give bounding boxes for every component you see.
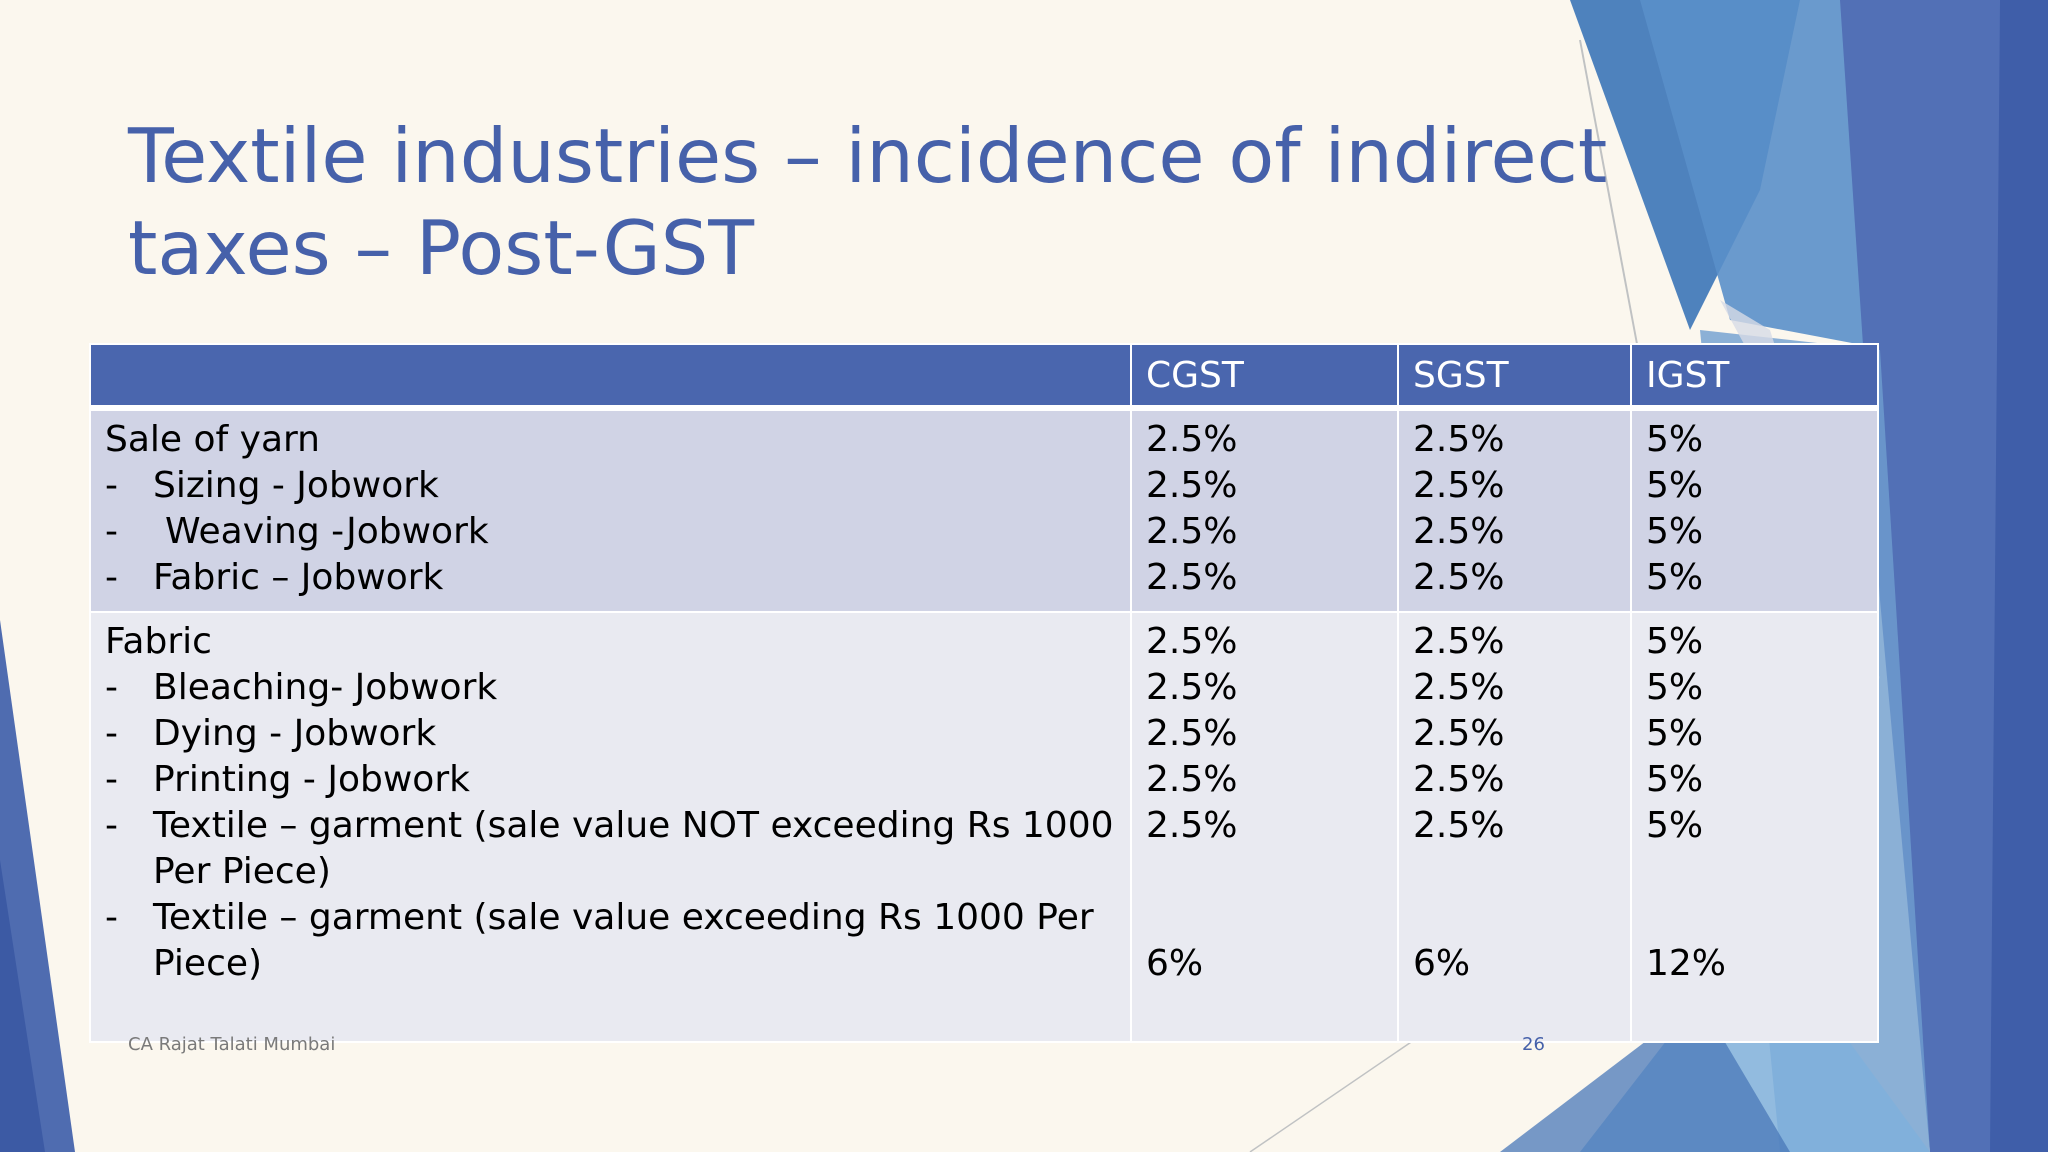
list-item: - Bleaching- Jobwork <box>105 667 498 708</box>
list-item: - Dying - Jobwork <box>105 713 437 754</box>
yarn-cgst-cell: 2.5% 2.5% 2.5% 2.5% <box>1130 407 1399 613</box>
footer-author: CA Rajat Talati Mumbai <box>128 1034 336 1055</box>
rate-value: 5% <box>1646 805 1704 846</box>
rate-value: 5% <box>1646 667 1704 708</box>
slide-title: Textile industries – incidence of indire… <box>128 112 1608 292</box>
rate-value: 2.5% <box>1413 465 1505 506</box>
rate-value: 2.5% <box>1413 621 1505 662</box>
rate-value: 2.5% <box>1146 759 1238 800</box>
rate-value: 2.5% <box>1146 419 1238 460</box>
header-cell-description <box>89 343 1132 411</box>
table-row-fabric: Fabric - Bleaching- Jobwork - Dying - Jobw… <box>89 611 1879 1043</box>
fabric-heading: Fabric <box>105 621 212 662</box>
yarn-heading: Sale of yarn <box>105 419 320 460</box>
header-cell-igst: IGST <box>1630 343 1879 411</box>
rate-value: 6% <box>1146 943 1204 984</box>
rate-value: 2.5% <box>1413 511 1505 552</box>
header-cell-sgst: SGST <box>1397 343 1632 411</box>
rate-value: 5% <box>1646 713 1704 754</box>
rate-value: 5% <box>1646 759 1704 800</box>
list-item: - Printing - Jobwork <box>105 759 470 800</box>
header-cell-cgst: CGST <box>1130 343 1399 411</box>
rate-value: 5% <box>1646 419 1704 460</box>
rate-value: 2.5% <box>1146 557 1238 598</box>
rate-value: 2.5% <box>1146 713 1238 754</box>
rate-value: 2.5% <box>1413 805 1505 846</box>
rate-value: 2.5% <box>1413 419 1505 460</box>
yarn-igst-cell: 5% 5% 5% 5% <box>1630 407 1879 613</box>
table-header-row: CGST SGST IGST <box>89 343 1879 411</box>
rate-value: 2.5% <box>1413 759 1505 800</box>
rate-value: 5% <box>1646 511 1704 552</box>
yarn-sgst-cell: 2.5% 2.5% 2.5% 2.5% <box>1397 407 1632 613</box>
list-item: - Textile – garment (sale value exceeding… <box>105 897 1094 984</box>
rate-value: 2.5% <box>1413 713 1505 754</box>
rate-value: 2.5% <box>1146 465 1238 506</box>
table-row-yarn: Sale of yarn - Sizing - Jobwork - Weaving… <box>89 407 1879 613</box>
rate-value: 5% <box>1646 557 1704 598</box>
rate-value: 6% <box>1413 943 1471 984</box>
list-item: - Sizing - Jobwork <box>105 465 439 506</box>
rate-value: 2.5% <box>1413 667 1505 708</box>
rate-value: 2.5% <box>1146 621 1238 662</box>
fabric-cgst-cell: 2.5% 2.5% 2.5% 2.5% 2.5% 6% <box>1130 611 1399 1043</box>
fabric-sgst-cell: 2.5% 2.5% 2.5% 2.5% 2.5% 6% <box>1397 611 1632 1043</box>
rate-value: 5% <box>1646 621 1704 662</box>
page-number: 26 <box>1522 1034 1545 1055</box>
list-item: - Textile – garment (sale value NOT excee… <box>105 805 1114 892</box>
gst-rates-table: CGST SGST IGST Sale of yarn - Sizing - Jo… <box>89 343 1879 1043</box>
list-item: - Fabric – Jobwork <box>105 557 444 598</box>
rate-value: 2.5% <box>1146 667 1238 708</box>
rate-value: 5% <box>1646 465 1704 506</box>
rate-value: 12% <box>1646 943 1727 984</box>
rate-value: 2.5% <box>1413 557 1505 598</box>
fabric-igst-cell: 5% 5% 5% 5% 5% 12% <box>1630 611 1879 1043</box>
list-item: - Weaving -Jobwork <box>105 511 489 552</box>
yarn-description-cell: Sale of yarn - Sizing - Jobwork - Weaving… <box>89 407 1132 613</box>
rate-value: 2.5% <box>1146 805 1238 846</box>
rate-value: 2.5% <box>1146 511 1238 552</box>
fabric-description-cell: Fabric - Bleaching- Jobwork - Dying - Jobw… <box>89 611 1132 1043</box>
